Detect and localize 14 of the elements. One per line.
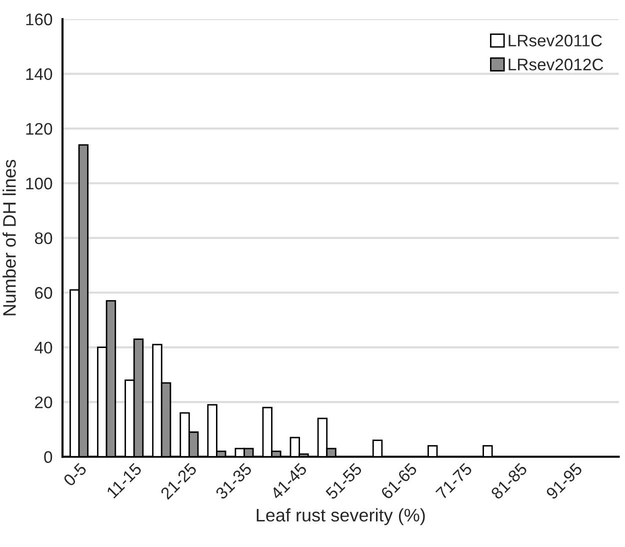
y-tick-label: 60 <box>35 287 52 299</box>
x-tick-label: 0-5 <box>62 462 88 487</box>
x-axis-title: Leaf rust severity (%) <box>256 508 425 526</box>
y-tick-label: 140 <box>26 68 52 80</box>
y-tick-label: 20 <box>35 396 52 408</box>
y-tick-label: 0 <box>44 451 52 463</box>
y-tick-label: 40 <box>34 342 52 354</box>
y-tick-label: 100 <box>26 178 52 190</box>
legend-label: LRsev2012C <box>508 58 604 70</box>
y-tick-label: 160 <box>26 14 52 26</box>
legend-label: LRsev2011C <box>508 34 602 46</box>
y-tick-label: 120 <box>26 122 52 135</box>
y-tick-label: 80 <box>34 232 52 244</box>
y-axis-title: Number of DH lines <box>2 160 16 316</box>
